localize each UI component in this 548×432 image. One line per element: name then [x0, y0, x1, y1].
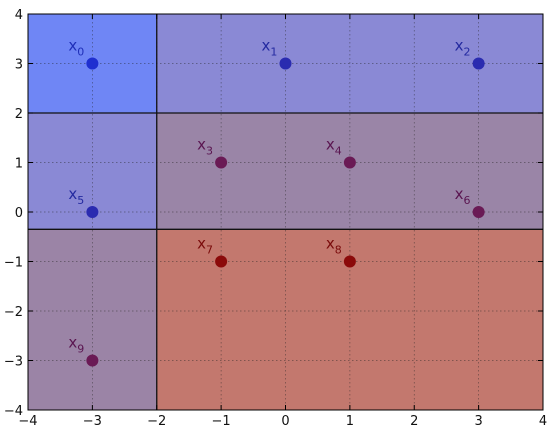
y-tick-label-5: 1: [15, 157, 23, 172]
y-tick-label-1: −3: [4, 355, 23, 370]
data-point-x2: [472, 57, 485, 70]
y-tick-label-2: −2: [4, 305, 23, 320]
data-point-x5: [86, 206, 99, 218]
x-tick-label-8: 4: [539, 414, 547, 427]
data-point-x3: [215, 156, 228, 169]
data-point-x9: [86, 354, 99, 367]
y-tick-label-3: −1: [4, 256, 23, 271]
x-tick-label-1: −3: [83, 414, 102, 427]
x-tick-label-4: 0: [281, 414, 289, 427]
y-tick-label-6: 2: [15, 107, 23, 122]
x-tick-label-5: 1: [346, 414, 354, 427]
x-tick-label-7: 3: [474, 414, 482, 427]
data-point-x7: [215, 255, 228, 268]
y-tick-label-4: 0: [15, 206, 23, 221]
data-point-x6: [472, 206, 485, 218]
data-point-x0: [86, 57, 99, 70]
x-tick-label-0: −4: [18, 414, 37, 427]
y-tick-label-8: 4: [15, 8, 23, 23]
x-tick-label-6: 2: [410, 414, 418, 427]
x-tick-label-3: −1: [212, 414, 231, 427]
data-point-x4: [343, 156, 356, 169]
y-tick-label-7: 3: [15, 58, 23, 73]
y-tick-label-0: −4: [4, 404, 23, 419]
data-point-x1: [279, 57, 292, 70]
data-point-x8: [343, 255, 356, 268]
x-tick-label-2: −2: [147, 414, 166, 427]
